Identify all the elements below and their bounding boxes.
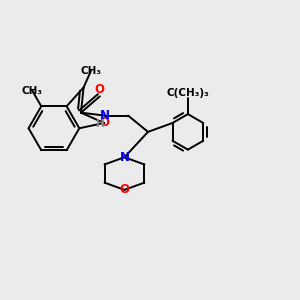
Text: H: H [96, 118, 104, 128]
Text: O: O [95, 83, 105, 96]
Text: O: O [119, 183, 130, 196]
Text: CH₃: CH₃ [22, 85, 43, 96]
Text: N: N [100, 109, 110, 122]
Text: CH₃: CH₃ [80, 66, 101, 76]
Text: O: O [99, 116, 109, 130]
Text: C(CH₃)₃: C(CH₃)₃ [167, 88, 209, 98]
Text: N: N [119, 151, 130, 164]
